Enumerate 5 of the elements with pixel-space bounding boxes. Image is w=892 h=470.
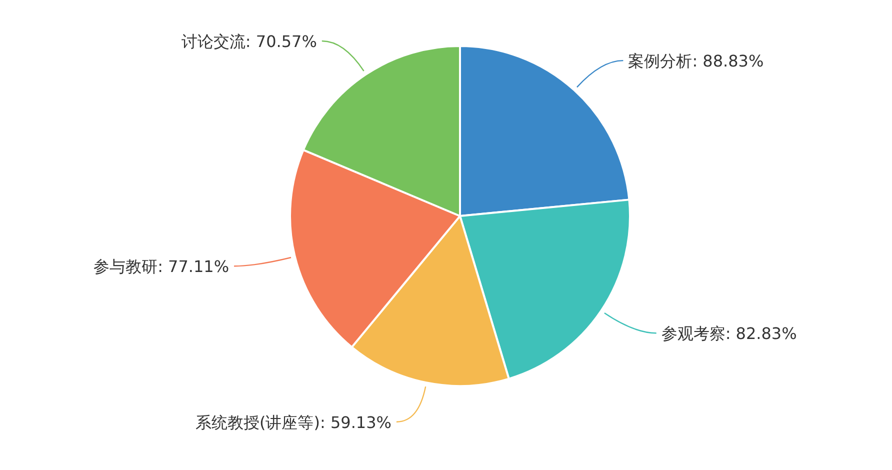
slice-label: 案例分析: 88.83% <box>628 52 764 71</box>
slice-label: 系统教授(讲座等): 59.13% <box>196 412 392 432</box>
slice-label: 参观考察: 82.83% <box>661 324 797 344</box>
slice-label: 参与教研: 77.11% <box>94 257 230 276</box>
slice-label: 讨论交流: 70.57% <box>181 32 317 52</box>
